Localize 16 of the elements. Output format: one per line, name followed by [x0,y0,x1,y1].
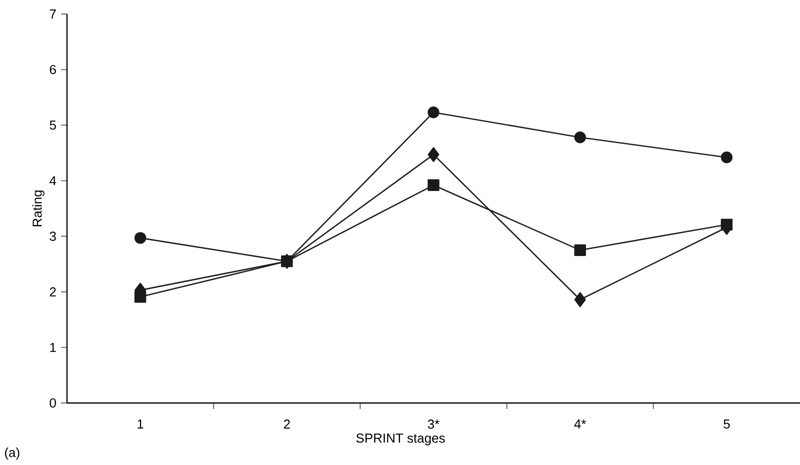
x-tick-label: 3* [428,420,440,429]
y-tick-label: 6 [50,64,56,74]
y-tick-label: 7 [50,10,56,18]
y-axis-title: Rating [32,190,44,226]
x-axis-title: SPRINT stages [356,434,445,446]
y-tick-label: 2 [50,287,56,296]
y-tick-label: 1 [50,342,56,352]
x-tick-label: 1 [138,420,144,428]
y-tick-label: 4 [50,176,56,186]
x-tick-label: 4* [574,420,586,428]
x-tick-label: 5 [724,420,730,429]
x-tick-label: 2 [284,420,290,429]
y-tick-label: 3 [50,232,56,241]
y-tick-label: 0 [50,398,56,408]
text: (a) [5,448,20,460]
y-tick-label: 5 [50,120,56,130]
